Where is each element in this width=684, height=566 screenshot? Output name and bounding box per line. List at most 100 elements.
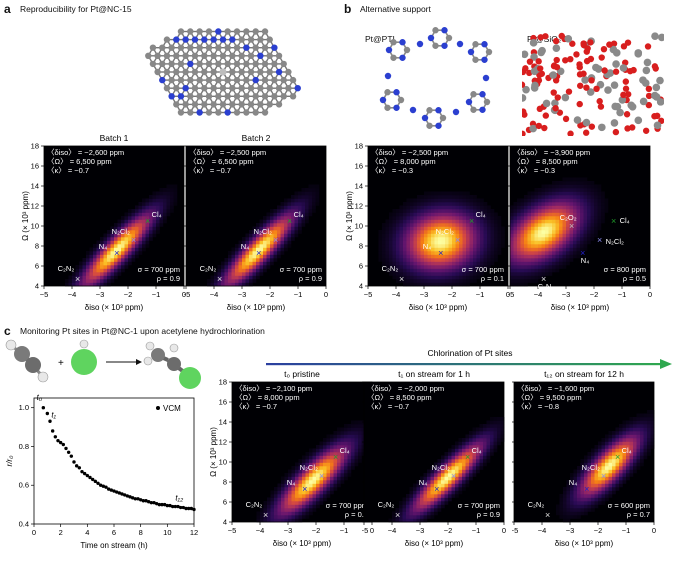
data-point	[66, 450, 71, 454]
y-tick-label: 6	[35, 262, 39, 271]
heatmap-pt-sio2: −5 −4 −3 −2 −1 0 δiso (× 10³ ppm) 〈δiso〉 = −3,9…	[508, 145, 652, 312]
x-tick-label: −1	[622, 526, 631, 535]
x-axis-label: δiso (× 10³ ppm)	[555, 539, 614, 548]
stat-text: 〈δiso〉 = −2,600 ppm	[47, 148, 124, 157]
x-tick-label: −1	[152, 290, 161, 299]
data-point	[69, 454, 74, 458]
x-tick-label: −1	[472, 526, 481, 535]
x-tick-label: −5	[362, 526, 368, 535]
heatmap-density	[556, 410, 655, 523]
marker-label-c2n2: C₂N₂	[538, 282, 555, 291]
x-tick-label: 0	[506, 290, 510, 299]
x-tick-label: −3	[562, 290, 571, 299]
data-point	[130, 496, 135, 500]
marker-label-c2n2: C₂N₂	[200, 264, 217, 273]
y-tick-label: 1.0	[19, 403, 29, 412]
x-tick-label: −3	[96, 290, 105, 299]
data-point	[162, 502, 167, 507]
data-point	[181, 505, 186, 510]
x-tick-label: −4	[210, 290, 219, 299]
marker-label-c2n2: C₂N₂	[378, 500, 395, 509]
x-tick-label: −3	[420, 290, 429, 299]
x-tick-label: −2	[590, 290, 599, 299]
data-point	[50, 429, 55, 433]
y-tick-label: 0.4	[19, 520, 29, 529]
data-point	[96, 481, 100, 485]
heatmap-density	[207, 184, 320, 287]
y-axis-label: Ω (× 10³ ppm)	[346, 191, 354, 241]
y-tick-label: 8	[359, 242, 363, 251]
x-tick-label: 6	[112, 528, 116, 537]
y-tick-label: 16	[219, 398, 227, 407]
stat-text: 〈Ω〉 = 8,000 ppm	[371, 157, 436, 166]
data-point	[141, 499, 146, 503]
marker-label-c2n2: C₂N₂	[382, 264, 399, 273]
marker-cl4: ×	[611, 216, 616, 226]
data-point	[154, 501, 159, 506]
stat-text: 〈κ〉 = −0.7	[189, 166, 231, 175]
data-point	[128, 495, 132, 499]
data-point	[157, 502, 162, 507]
data-point	[98, 483, 103, 487]
marker-cl4: ×	[469, 216, 474, 226]
stat-text: 〈δiso〉 = −2,000 ppm	[367, 384, 444, 393]
data-point	[189, 506, 194, 511]
data-point	[192, 507, 196, 512]
x-axis-label: δiso (× 10³ ppm)	[409, 303, 468, 312]
heatmap-density	[510, 177, 609, 287]
data-point	[165, 503, 170, 508]
data-point	[58, 440, 63, 445]
panel-a-letter: a	[4, 2, 11, 16]
y-tick-label: 12	[31, 202, 39, 211]
marker-c2n2: ×	[263, 510, 268, 520]
annotation-t12: t₁₂	[175, 494, 183, 503]
marker-label-n4: N₄	[99, 242, 107, 251]
marker-n4: ×	[256, 248, 261, 258]
data-point	[72, 460, 76, 464]
data-point	[120, 492, 124, 496]
x-tick-label: −2	[312, 526, 321, 535]
stat-text: 〈δiso〉 = −2,100 ppm	[235, 384, 312, 393]
heatmap-t1: t₁ on stream for 1 h −5 −4 −3 −2 −1 0 δiso (× 1…	[362, 369, 506, 548]
x-tick-label: −3	[238, 290, 247, 299]
data-point	[88, 475, 92, 480]
x-tick-label: 10	[163, 528, 171, 537]
vcm-molecule	[143, 341, 201, 389]
rho-text: ρ = 0.7	[627, 510, 650, 519]
marker-n2cl2: ×	[451, 471, 456, 481]
marker-label-n4: N₄	[423, 242, 431, 251]
x-tick-label: 0	[32, 528, 36, 537]
marker-cl4: ×	[615, 452, 620, 462]
data-point	[56, 438, 60, 443]
annotation-t1: t₁	[51, 410, 56, 419]
stat-text: 〈δiso〉 = −3,900 ppm	[513, 148, 590, 157]
y-tick-label: 18	[31, 142, 39, 151]
data-point	[133, 497, 138, 501]
heatmap-density	[65, 184, 178, 287]
marker-label-n2cl2: N₂Cl₂	[254, 227, 272, 236]
heatmap-title: t₀ pristine	[284, 369, 320, 379]
x-tick-label: −5	[364, 290, 373, 299]
acetylene-molecule	[5, 339, 49, 383]
stat-text: 〈δiso〉 = −1,600 ppm	[517, 384, 594, 393]
marker-cl4: ×	[465, 452, 470, 462]
marker-n2cl2: ×	[319, 471, 324, 481]
x-tick-label: −5	[512, 526, 518, 535]
stat-text: 〈Ω〉 = 6,500 ppm	[189, 157, 254, 166]
marker-label-n2cl2: N₂Cl₂	[112, 227, 130, 236]
panel-b-title: Alternative support	[360, 4, 431, 14]
x-tick-label: −4	[68, 290, 77, 299]
data-point	[176, 504, 180, 509]
data-point	[85, 473, 90, 478]
heatmap-t0-pristine: t₀ pristine −5 −4 −3 −2 −1 0 δiso (× 10³ ppm) 4 6…	[210, 369, 374, 548]
marker-n4: ×	[302, 484, 307, 494]
heatmap-batch-1: Batch 1 −5 −4 −3 −2 −1 0 δiso (× 10³ ppm) 4 6 8 10 1…	[22, 133, 186, 312]
x-tick-label: −1	[618, 290, 627, 299]
data-point	[53, 435, 58, 439]
x-tick-label: 8	[139, 528, 143, 537]
y-tick-label: 0.6	[19, 481, 29, 490]
y-tick-label: 0.8	[19, 442, 29, 451]
data-point	[144, 499, 148, 503]
stat-text: 〈Ω〉 = 6,500 ppm	[47, 157, 112, 166]
data-point	[184, 506, 188, 511]
